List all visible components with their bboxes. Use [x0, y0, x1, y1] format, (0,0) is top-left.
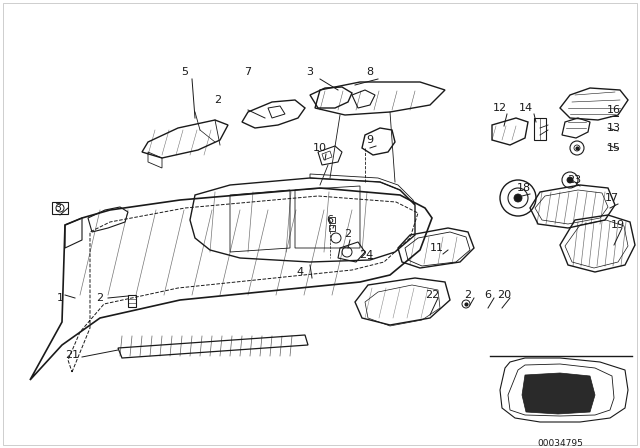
Text: 6: 6: [326, 215, 333, 225]
Text: 1: 1: [56, 293, 63, 303]
Text: 19: 19: [611, 220, 625, 230]
Circle shape: [567, 177, 573, 183]
Text: 4: 4: [296, 267, 303, 277]
Text: 3: 3: [307, 67, 314, 77]
Bar: [52, 202, 68, 214]
Text: 12: 12: [493, 103, 507, 113]
Circle shape: [514, 194, 522, 202]
Text: 23: 23: [567, 175, 581, 185]
Text: 00034795: 00034795: [537, 439, 583, 448]
Polygon shape: [522, 373, 595, 414]
Text: 22: 22: [425, 290, 439, 300]
Text: 2: 2: [214, 95, 221, 105]
Text: 11: 11: [430, 243, 444, 253]
Bar: [329, 217, 335, 223]
Text: 20: 20: [497, 290, 511, 300]
Text: 14: 14: [519, 103, 533, 113]
Text: 9: 9: [367, 135, 374, 145]
Text: 17: 17: [605, 193, 619, 203]
Bar: [128, 295, 136, 307]
Text: 15: 15: [607, 143, 621, 153]
Text: 3: 3: [54, 203, 61, 213]
Bar: [534, 118, 546, 140]
Text: 8: 8: [367, 67, 374, 77]
Text: 2: 2: [344, 229, 351, 239]
Text: 5: 5: [182, 67, 189, 77]
Text: 16: 16: [607, 105, 621, 115]
Text: 21: 21: [65, 350, 79, 360]
Text: 24: 24: [359, 250, 373, 260]
Text: 2: 2: [97, 293, 104, 303]
Text: 18: 18: [517, 183, 531, 193]
Text: 7: 7: [244, 67, 252, 77]
Text: 6: 6: [484, 290, 492, 300]
Text: 13: 13: [607, 123, 621, 133]
Bar: [329, 225, 335, 231]
Text: 10: 10: [313, 143, 327, 153]
Text: 2: 2: [465, 290, 472, 300]
